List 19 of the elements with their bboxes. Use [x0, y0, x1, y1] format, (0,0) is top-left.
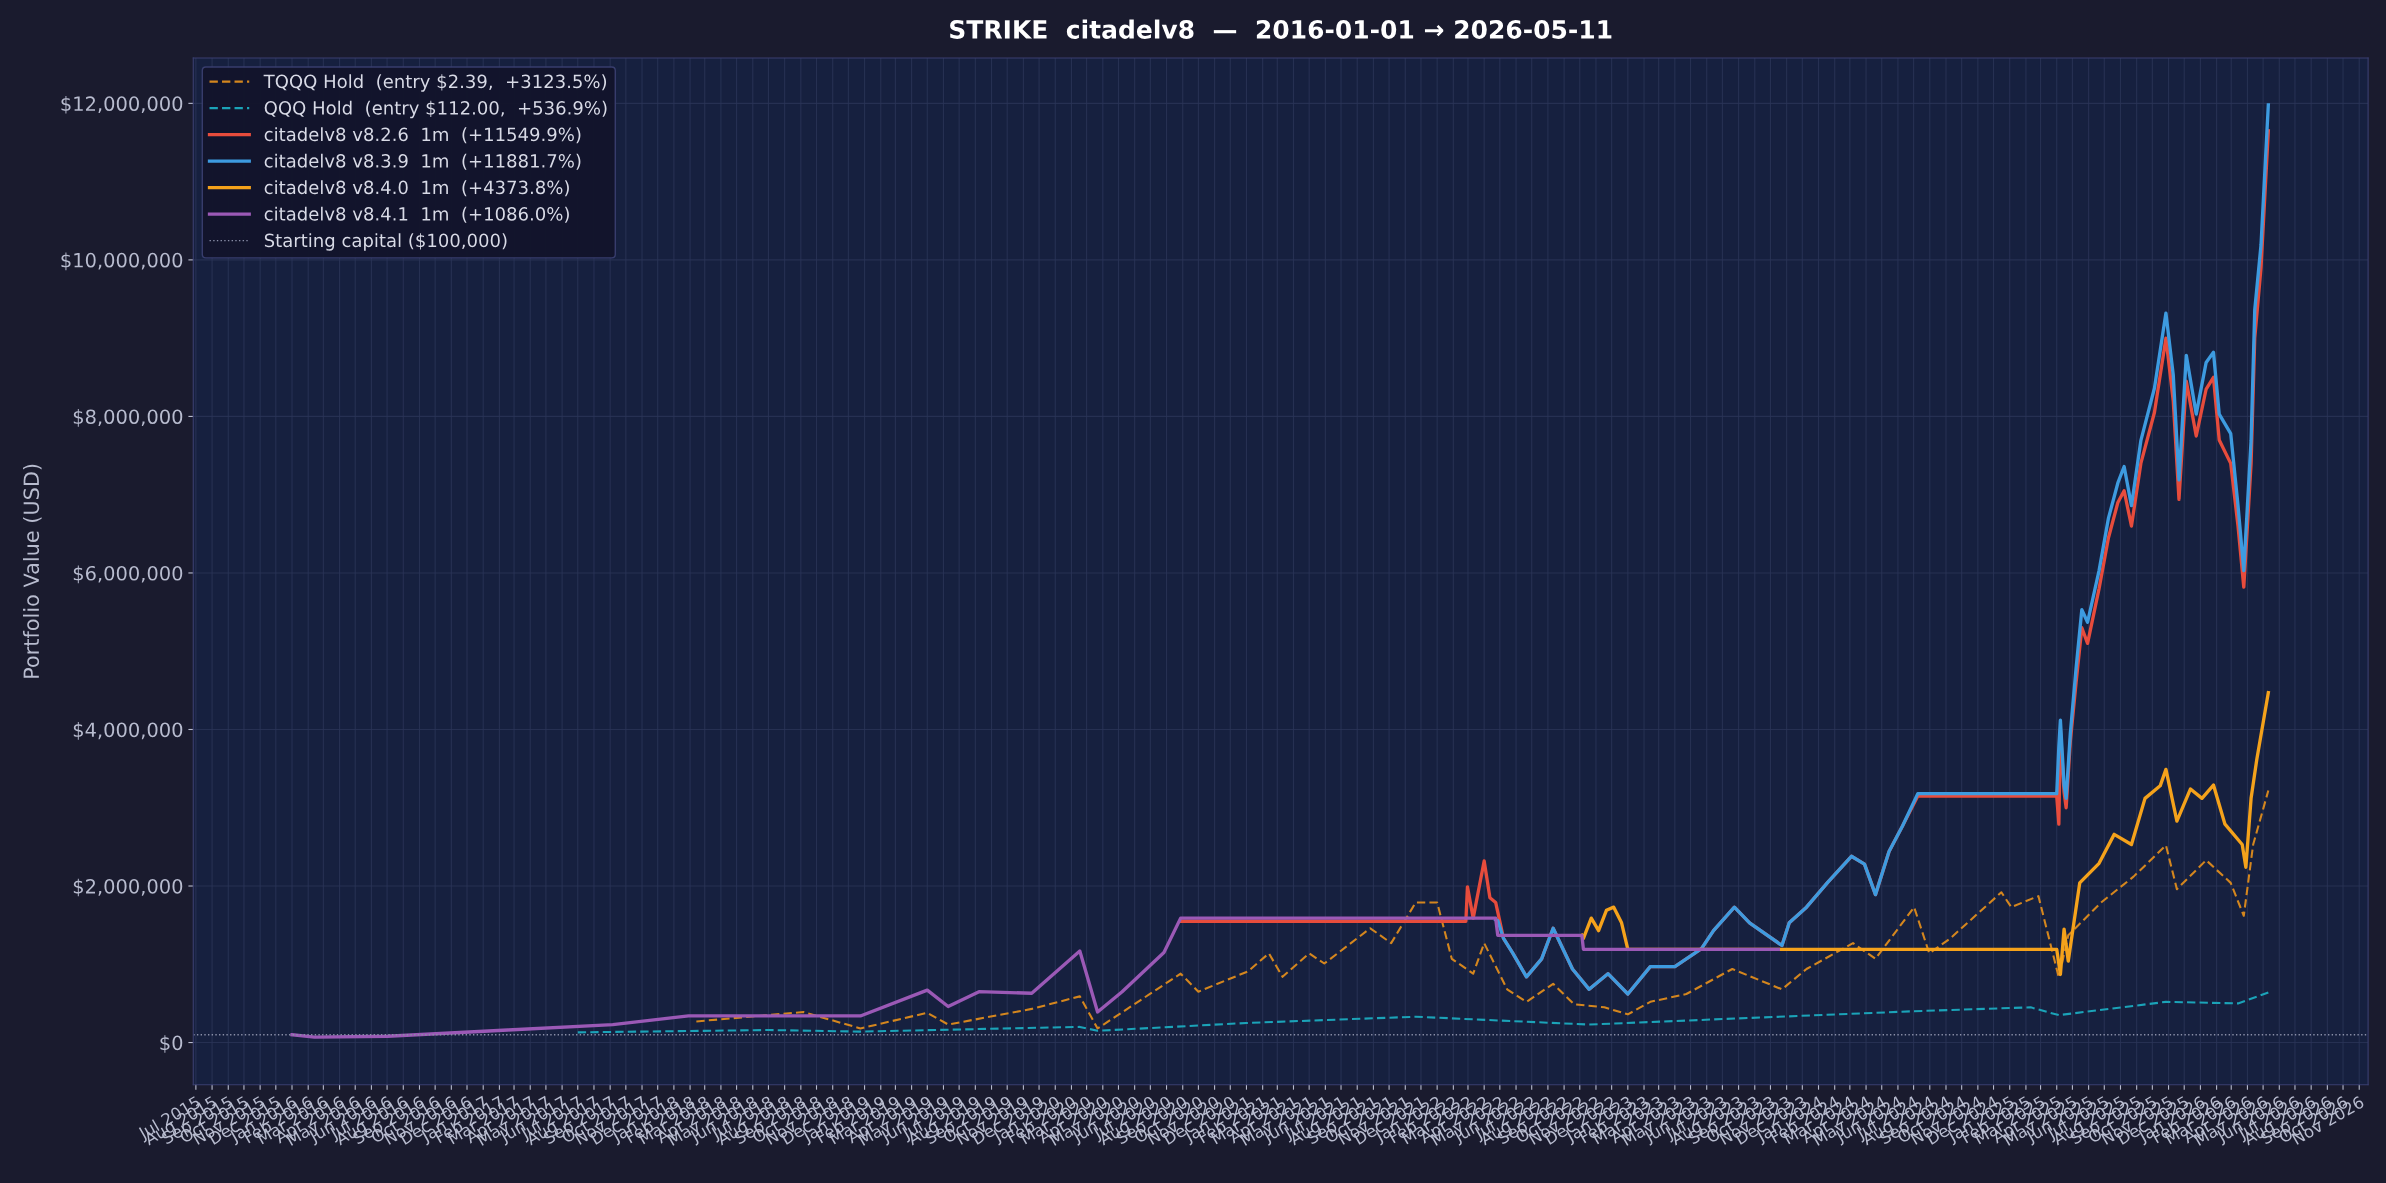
y-axis-title: Portfolio Value (USD): [23, 464, 42, 678]
legend-label: citadelv8 v8.4.0 1m (+4373.8%): [264, 180, 569, 197]
legend-label: QQQ Hold (entry $112.00, +536.9%): [264, 100, 607, 119]
legend-label: citadelv8 v8.3.9 1m (+11881.7%): [264, 153, 581, 170]
y-tick-label: $6,000,000: [73, 565, 183, 584]
chart-title: STRIKE citadelv8 — 2016-01-01 → 2026-05-11: [950, 19, 1612, 39]
legend-label: citadelv8 v8.2.6 1m (+11549.9%): [264, 127, 581, 144]
line-series: [576, 991, 2270, 1034]
legend-label: citadelv8 v8.4.1 1m (+1086.0%): [264, 206, 569, 223]
y-tick-label: $12,000,000: [61, 95, 183, 114]
legend-label: Starting capital ($100,000): [264, 233, 507, 251]
y-tick-label: $0: [160, 1035, 183, 1053]
y-tick-label: $4,000,000: [73, 722, 183, 740]
y-tick-label: $8,000,000: [73, 409, 183, 427]
y-tick-label: $10,000,000: [61, 252, 183, 271]
y-tick-label: $2,000,000: [73, 878, 183, 897]
line-series: [695, 789, 2270, 1030]
legend-label: TQQQ Hold (entry $2.39, +3123.5%): [263, 74, 607, 92]
line-series: [290, 916, 1780, 1039]
